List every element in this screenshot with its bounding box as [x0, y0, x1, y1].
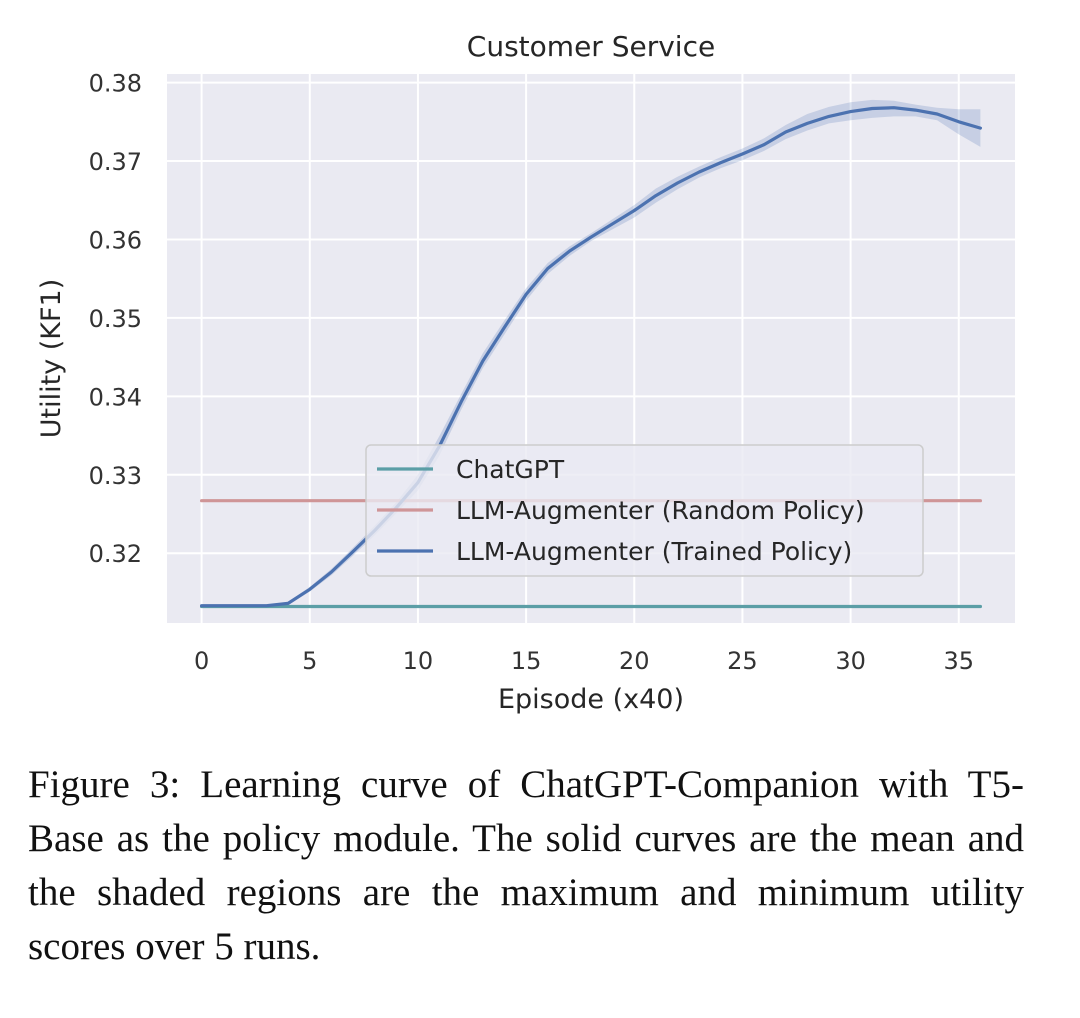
legend-label-0: ChatGPT	[456, 455, 565, 484]
x-tick-label: 20	[619, 647, 650, 675]
chart-title: Customer Service	[467, 30, 715, 63]
y-tick-label: 0.32	[89, 540, 142, 568]
x-tick-label: 0	[194, 647, 209, 675]
y-tick-label: 0.38	[89, 70, 142, 98]
learning-curve-chart: 0 5 10 15 20 25 30 35 0.32 0.33 0.34 0.35 0.36 0.37 0.…	[36, 30, 1015, 715]
x-tick-label: 25	[727, 647, 758, 675]
x-tick-label: 35	[943, 647, 974, 675]
x-tick-label: 5	[302, 647, 317, 675]
y-tick-label: 0.34	[89, 383, 142, 411]
series-line-2	[200, 106, 983, 608]
y-tick-label: 0.35	[89, 305, 142, 333]
figure-caption: Figure 3: Learning curve of ChatGPT-Comp…	[28, 763, 1024, 968]
y-tick-label: 0.37	[89, 148, 142, 176]
x-axis-label: Episode (x40)	[498, 684, 684, 715]
x-tick-label: 30	[835, 647, 866, 675]
legend-label-1: LLM-Augmenter (Random Policy)	[456, 496, 865, 525]
tick-labels: 0 5 10 15 20 25 30 35 0.32 0.33 0.34 0.35 0.36 0.37 0.…	[89, 70, 974, 675]
legend: ChatGPT LLM-Augmenter (Random Policy) LLM-…	[365, 444, 924, 577]
y-axis-label: Utility (KF1)	[36, 279, 67, 438]
legend-box	[365, 444, 924, 577]
y-tick-label: 0.36	[89, 226, 142, 254]
legend-label-2: LLM-Augmenter (Trained Policy)	[456, 537, 852, 566]
y-tick-label: 0.33	[89, 462, 142, 490]
x-tick-label: 15	[511, 647, 542, 675]
x-tick-label: 10	[403, 647, 434, 675]
